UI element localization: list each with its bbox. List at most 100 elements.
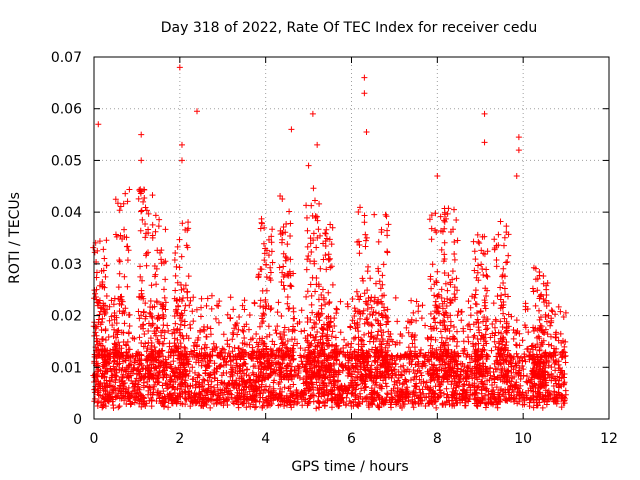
data-point [182, 302, 189, 309]
data-point [497, 218, 504, 225]
data-point [428, 361, 435, 368]
data-point [305, 162, 312, 169]
data-point [121, 226, 128, 233]
data-point [356, 296, 363, 303]
data-point [451, 334, 458, 341]
data-point [513, 342, 520, 349]
data-point [363, 128, 370, 135]
data-point [357, 315, 364, 322]
data-point [162, 226, 169, 233]
data-point [137, 227, 144, 234]
data-point [467, 312, 474, 319]
data-point [207, 357, 214, 364]
data-point [115, 404, 122, 411]
data-point [428, 236, 435, 243]
data-point [152, 228, 159, 235]
data-point [479, 266, 486, 273]
data-point [451, 250, 458, 257]
data-point [172, 272, 179, 279]
data-point [388, 390, 395, 397]
data-point [451, 239, 458, 246]
data-point [95, 121, 102, 128]
data-point [410, 388, 417, 395]
data-point [530, 288, 537, 295]
data-point [502, 397, 509, 404]
data-point [397, 402, 404, 409]
data-point [290, 326, 297, 333]
data-point [322, 230, 329, 237]
data-point [225, 388, 232, 395]
data-point [332, 393, 339, 400]
data-point [429, 261, 436, 268]
data-point [172, 320, 179, 327]
data-point [490, 300, 497, 307]
data-point [303, 202, 310, 209]
data-point [451, 256, 458, 263]
data-point [229, 369, 236, 376]
data-point [368, 385, 375, 392]
data-point [562, 359, 569, 366]
data-point [427, 273, 434, 280]
data-point [361, 212, 368, 219]
data-point [125, 330, 132, 337]
data-point [299, 402, 306, 409]
data-point [453, 217, 460, 224]
data-point [467, 304, 474, 311]
data-point [491, 236, 498, 243]
data-point [277, 401, 284, 408]
data-point [259, 287, 266, 294]
data-point [551, 394, 558, 401]
data-point [103, 292, 110, 299]
data-point [313, 213, 320, 220]
data-point [500, 279, 507, 286]
data-point [288, 404, 295, 411]
data-point [417, 389, 424, 396]
data-point [552, 334, 559, 341]
data-point [180, 335, 187, 342]
data-point [487, 372, 494, 379]
data-point [465, 298, 472, 305]
data-point [413, 317, 420, 324]
data-point [176, 236, 183, 243]
data-point [374, 332, 381, 339]
data-point [334, 306, 341, 313]
data-point [239, 400, 246, 407]
data-point [177, 321, 184, 328]
data-point [138, 157, 145, 164]
data-point [107, 378, 114, 385]
data-point [172, 250, 179, 257]
data-point [456, 391, 463, 398]
x-tick-label: 2 [175, 431, 184, 447]
data-point [358, 385, 365, 392]
data-point [190, 342, 197, 349]
data-point [290, 381, 297, 388]
data-point [551, 360, 558, 367]
data-point [413, 392, 420, 399]
data-point [186, 393, 193, 400]
data-point [430, 315, 437, 322]
data-point [454, 312, 461, 319]
data-point [179, 295, 186, 302]
data-point [383, 213, 390, 220]
data-point [308, 249, 315, 256]
data-point [165, 327, 172, 334]
data-point [471, 248, 478, 255]
data-point [246, 312, 253, 319]
data-point [189, 382, 196, 389]
data-point [548, 307, 555, 314]
data-point [355, 403, 362, 410]
data-point [274, 309, 281, 316]
y-tick-label: 0.07 [51, 50, 82, 66]
data-point [298, 307, 305, 314]
data-point [428, 285, 435, 292]
data-point [138, 207, 145, 214]
data-point [460, 325, 467, 332]
data-point [423, 379, 430, 386]
data-point [100, 246, 107, 253]
data-point [364, 319, 371, 326]
data-point [281, 286, 288, 293]
data-point [375, 268, 382, 275]
data-point [507, 359, 514, 366]
data-point [315, 226, 322, 233]
data-point [173, 263, 180, 270]
